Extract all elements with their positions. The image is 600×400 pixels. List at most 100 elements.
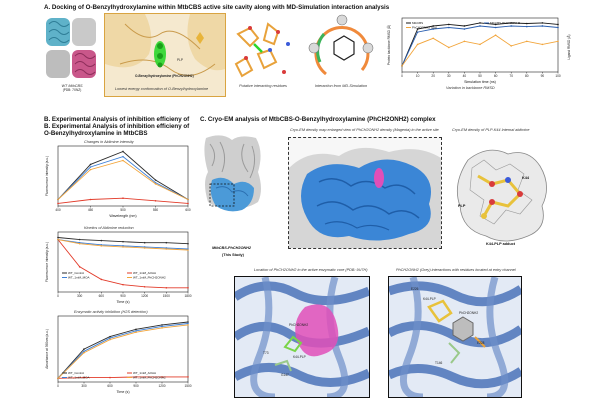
- plot2-container: Kinetics of Aldimine reduction 0 300 600 90…: [44, 226, 194, 306]
- data-point: [526, 40, 528, 43]
- series-line: [57, 323, 189, 379]
- x-tick-label: 450: [88, 208, 94, 212]
- data-point: [463, 40, 466, 43]
- data-point: [432, 25, 434, 27]
- series-line: [401, 25, 559, 67]
- legend-label: WT_Control: [68, 271, 84, 275]
- x-tick-label: 550: [153, 208, 159, 212]
- plot-frame: [57, 145, 189, 207]
- data-point: [479, 22, 481, 24]
- x-tick-label: 0: [401, 74, 403, 78]
- x-tick-label: 10: [416, 74, 420, 78]
- x-tick-label: 60: [494, 74, 498, 78]
- active-label-1: T73: [263, 351, 269, 355]
- data-point: [122, 159, 124, 162]
- x-tick-label: 1500: [184, 384, 191, 388]
- data-point: [494, 34, 497, 36]
- data-point: [187, 321, 189, 323]
- data-point: [187, 249, 189, 251]
- legend-label: WT_1mM_AOAA: [133, 371, 156, 375]
- data-point: [143, 241, 146, 244]
- entry-label-0: E226: [411, 287, 419, 291]
- x-tick-label: 300: [77, 294, 83, 298]
- x-tick-label: 500: [120, 208, 126, 212]
- data-point: [187, 287, 189, 289]
- data-point: [557, 40, 559, 43]
- series-line: [57, 150, 189, 200]
- x-tick-label: 1200: [158, 384, 165, 388]
- data-point: [83, 376, 85, 379]
- data-point: [187, 202, 189, 205]
- data-point: [100, 278, 103, 281]
- legend-label: WT_1mM_PhCH2ONH2: [133, 276, 166, 280]
- x-tick-label: 90: [541, 74, 545, 78]
- x-tick-label: 70: [509, 74, 513, 78]
- data-point: [122, 150, 124, 153]
- wt-structure-pdb: (PDB: 7XNZ): [62, 88, 82, 92]
- y-axis-label: Fluorescence intensity (a.u.): [45, 156, 49, 196]
- grey-caption: PhCH2ONH2 (Grey) interactions with resid…: [396, 268, 516, 272]
- data-point: [526, 22, 528, 25]
- plot2-caption: Kinetics of Aldimine reduction: [84, 226, 134, 230]
- y2-axis-label: Ligand RMSD (Å): [566, 35, 571, 60]
- data-point: [432, 37, 434, 40]
- entry-label-1: K44-PLP: [423, 297, 436, 301]
- data-point: [510, 25, 512, 27]
- rmsd-chart: 0 10 20 30 40 50 60 70 80 90 100 Simulation time (n…: [386, 14, 574, 96]
- data-point: [494, 26, 497, 29]
- y-axis-label: Fluorescence intensity (a.u.): [45, 242, 49, 282]
- plot3-container: Enzymatic activity inhibition (H2S detec…: [44, 310, 194, 396]
- data-point: [187, 242, 189, 245]
- data-point: [122, 283, 124, 286]
- x-tick-label: 1500: [163, 294, 170, 298]
- x-tick-label: 1200: [141, 294, 148, 298]
- legend-label: WT_Control: [68, 371, 84, 375]
- data-point: [165, 287, 168, 289]
- data-point: [109, 337, 111, 339]
- data-point: [416, 28, 419, 30]
- data-point: [109, 338, 111, 341]
- data-point: [143, 285, 146, 288]
- x-tick-label: 80: [525, 74, 529, 78]
- data-point: [510, 22, 512, 24]
- data-point: [541, 43, 544, 46]
- data-point: [432, 28, 434, 30]
- plot1-container: Changes in Aldimine intensity 400 450 500 5…: [44, 140, 194, 220]
- data-point: [57, 377, 59, 380]
- data-point: [83, 350, 85, 353]
- data-point: [57, 202, 59, 205]
- data-point: [122, 197, 124, 200]
- x-axis-label: Wavelength (nm): [109, 214, 136, 218]
- data-point: [143, 247, 146, 249]
- md-caption: Interaction from MD-Simulation: [314, 84, 368, 88]
- data-point: [187, 198, 189, 201]
- data-point: [448, 46, 450, 49]
- data-point: [109, 376, 111, 379]
- legend-label: WT_1mM_MOA: [68, 376, 90, 380]
- data-point: [187, 322, 189, 325]
- x-tick-label: 20: [431, 74, 435, 78]
- plp-density-image: K44 PLP K44-PLP adduct: [448, 140, 558, 252]
- data-point: [165, 241, 168, 244]
- data-point: [154, 200, 157, 202]
- data-point: [89, 168, 92, 171]
- data-point: [100, 245, 103, 247]
- data-point: [161, 327, 163, 329]
- data-point: [78, 238, 81, 241]
- docking-pose-image: PLP O-Benzylhydroxylamine (PhCH2ONH2) Lo…: [104, 13, 226, 97]
- x-axis-label: Time (s): [116, 300, 129, 304]
- panel-a-title: A. Docking of O-Benzylhydroxylamine with…: [44, 4, 390, 11]
- data-point: [187, 324, 189, 326]
- data-point: [187, 376, 189, 378]
- data-point: [135, 329, 137, 332]
- series-line: [401, 34, 559, 67]
- data-point: [479, 43, 481, 46]
- data-point: [83, 348, 85, 350]
- data-point: [448, 26, 450, 29]
- data-point: [89, 163, 92, 166]
- docking-plp-label: PLP: [177, 58, 184, 62]
- x-tick-label: 100: [555, 74, 561, 78]
- data-point: [401, 65, 403, 67]
- panel-b-title: B. Experimental Analysis of inhibition e…: [44, 123, 190, 137]
- data-point: [541, 25, 544, 27]
